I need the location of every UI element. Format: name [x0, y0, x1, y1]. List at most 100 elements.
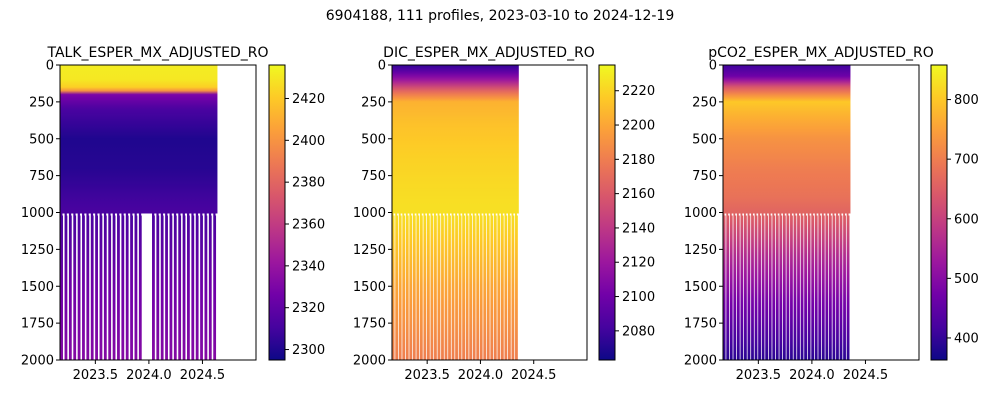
profile-gap — [206, 213, 208, 216]
profile-gap — [407, 213, 409, 216]
deep-profile-strip — [86, 212, 90, 360]
colorbar-tick-label: 2380 — [292, 176, 325, 191]
profile-gap — [145, 213, 147, 216]
profile-gap — [114, 213, 117, 216]
profile-gap — [101, 213, 104, 216]
y-tick-label: 1000 — [684, 206, 717, 221]
profile-gap — [88, 213, 90, 216]
profile-gap — [176, 213, 178, 216]
profile-gap — [171, 213, 174, 216]
deep-profile-strip — [125, 212, 129, 360]
y-tick-label: 250 — [692, 95, 717, 110]
profile-gap — [432, 213, 434, 216]
colorbar-tick-label: 2200 — [622, 119, 655, 134]
panel-title: TALK_ESPER_MX_ADJUSTED_RO — [47, 45, 269, 61]
profile-gap — [453, 213, 455, 216]
colorbar-tick-label: 2420 — [292, 92, 325, 107]
deep-profile-strip — [95, 212, 98, 360]
y-tick-label: 1000 — [21, 206, 54, 221]
profile-gap — [823, 213, 825, 216]
y-tick-label: 750 — [29, 169, 54, 184]
deep-profile-strip — [60, 212, 63, 360]
profile-gap — [141, 213, 143, 216]
deep-profile-strip — [108, 212, 112, 360]
deep-profile-strip — [472, 212, 476, 360]
deep-profile-strip — [395, 212, 399, 360]
deep-profile-strip — [213, 212, 217, 360]
profile-gap — [506, 213, 508, 216]
deep-profile-strip — [200, 212, 203, 360]
y-tick-label: 500 — [361, 132, 386, 147]
profile-gap — [66, 213, 69, 216]
deep-profile-strip — [828, 212, 832, 360]
y-tick-label: 1500 — [353, 280, 386, 295]
profile-gap — [784, 213, 787, 216]
deep-profile-strip — [437, 212, 441, 360]
profile-gap — [791, 213, 794, 216]
deep-profile-strip — [768, 212, 772, 360]
deep-profile-strip — [832, 212, 836, 360]
deep-profile-strip — [479, 212, 483, 360]
heatmap-upper-block — [60, 65, 218, 214]
profile-gap — [446, 213, 448, 216]
profile-gap — [745, 213, 748, 216]
profile-gap — [158, 213, 160, 216]
y-tick-label: 2000 — [21, 354, 54, 369]
deep-profile-strip — [112, 212, 116, 360]
deep-profile-strip — [187, 212, 190, 360]
figure-suptitle: 6904188, 111 profiles, 2023-03-10 to 202… — [326, 8, 675, 24]
deep-profile-strip — [160, 212, 164, 360]
profile-gap — [488, 213, 490, 216]
deep-profile-strip — [744, 212, 747, 360]
profile-gap — [439, 213, 441, 216]
colorbar-tick-label: 2100 — [622, 290, 655, 305]
y-tick-label: 2000 — [684, 354, 717, 369]
profile-gap — [813, 213, 815, 216]
profile-gap — [119, 213, 121, 216]
profile-gap — [62, 213, 64, 216]
deep-profile-strip — [825, 212, 829, 360]
profile-gap — [830, 213, 833, 216]
profile-gap — [478, 213, 480, 216]
profile-gap — [79, 213, 82, 216]
profile-gap — [75, 213, 77, 216]
heatmap-upper-block — [392, 65, 519, 214]
profile-gap — [425, 213, 427, 216]
x-tick-label: 2024.5 — [180, 368, 226, 383]
profile-gap — [467, 213, 469, 216]
deep-profile-strip — [134, 212, 138, 360]
profile-gap — [202, 213, 204, 216]
deep-profile-strip — [173, 212, 177, 360]
colorbar-tick-label: 2220 — [622, 84, 655, 99]
deep-profile-strip — [797, 212, 800, 360]
profile-gap — [411, 213, 413, 216]
deep-profile-strip — [73, 212, 77, 360]
deep-profile-strip — [507, 212, 511, 360]
colorbar-tick-label: 2300 — [292, 343, 325, 358]
y-tick-label: 2000 — [353, 354, 386, 369]
panel-title: DIC_ESPER_MX_ADJUSTED_RO — [383, 45, 595, 61]
profile-gap — [728, 213, 730, 216]
deep-profile-strip — [182, 212, 186, 360]
deep-profile-strip — [843, 212, 846, 360]
profile-gap — [798, 213, 801, 216]
deep-profile-strip — [208, 212, 212, 360]
profile-gap — [837, 213, 840, 216]
heatmap-upper-block — [723, 65, 851, 214]
profile-gap — [485, 213, 487, 216]
deep-profile-strip — [754, 212, 758, 360]
profile-gap — [136, 213, 139, 216]
x-tick-label: 2024.5 — [511, 368, 557, 383]
deep-profile-strip — [821, 212, 825, 360]
deep-profile-strip — [99, 212, 103, 360]
profile-gap — [749, 213, 751, 216]
y-tick-label: 250 — [361, 95, 386, 110]
profile-gap — [816, 213, 818, 216]
profile-gap — [827, 213, 829, 216]
deep-profile-strip — [476, 212, 480, 360]
panel-dic: DIC_ESPER_MX_ADJUSTED_RO 0 250 500 750 1000 1… — [353, 45, 655, 383]
colorbar-tick-label: 2180 — [622, 153, 655, 168]
profile-gap — [106, 213, 108, 216]
profile-gap — [215, 213, 217, 216]
deep-profile-strip — [391, 212, 395, 360]
